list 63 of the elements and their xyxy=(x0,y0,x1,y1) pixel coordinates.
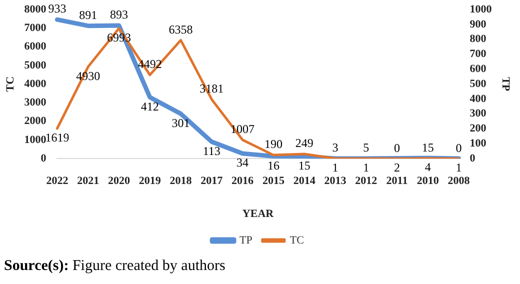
y-tick-label: 5000 xyxy=(24,59,47,72)
y2-tick-label: 600 xyxy=(470,63,487,76)
data-label: 891 xyxy=(79,8,98,22)
data-label: 1 xyxy=(332,160,338,175)
x-tick-label: 2019 xyxy=(138,175,162,188)
x-tick-label: 2016 xyxy=(232,175,254,188)
y-tick-label: 6000 xyxy=(24,40,47,53)
data-label: 15 xyxy=(298,158,310,173)
data-label: 933 xyxy=(48,2,66,16)
x-tick-label: 2013 xyxy=(324,175,347,188)
x-tick-label: 2015 xyxy=(262,175,285,188)
x-tick-label: 2011 xyxy=(386,175,408,188)
x-tick-label: 2010 xyxy=(416,175,440,188)
y-tick-label: 4000 xyxy=(24,78,47,90)
legend-label: TP xyxy=(240,234,252,246)
data-label: 34 xyxy=(236,156,249,170)
x-tick-label: 2022 xyxy=(46,175,69,188)
x-tick-label: 2008 xyxy=(448,175,470,188)
data-label: 6358 xyxy=(168,22,193,36)
y2-tick-label: 100 xyxy=(470,138,487,150)
x-tick-label: 2014 xyxy=(293,175,316,188)
x-tick-label: 2021 xyxy=(77,175,100,188)
y2-tick-label: 0 xyxy=(470,152,476,164)
data-label: 0 xyxy=(456,140,462,155)
y2-tick-label: 800 xyxy=(470,33,487,46)
data-label: 1 xyxy=(456,160,462,175)
legend-label: TC xyxy=(290,234,304,246)
y-tick-label: 0 xyxy=(40,152,47,164)
y-tick-label: 7000 xyxy=(24,22,47,34)
y2-tick-label: 700 xyxy=(470,48,487,60)
data-label: 15 xyxy=(422,140,434,154)
data-label: 3 xyxy=(332,140,338,155)
data-label: 0 xyxy=(394,140,400,155)
y2-tick-label: 900 xyxy=(470,18,487,30)
data-label: 1619 xyxy=(45,130,70,145)
data-label: 893 xyxy=(110,8,128,22)
y-tick-label: 2000 xyxy=(24,115,47,128)
y2-tick-label: 300 xyxy=(470,108,487,120)
data-label: 113 xyxy=(202,144,220,158)
source-note: Source(s): Figure created by authors xyxy=(4,258,226,275)
y2-tick-label: 200 xyxy=(470,122,487,135)
x-axis-title: YEAR xyxy=(242,208,275,220)
y-tick-label: 3000 xyxy=(24,96,47,109)
y-tick-label: 8000 xyxy=(24,3,47,16)
data-label: 4 xyxy=(424,160,431,174)
data-label: 301 xyxy=(172,116,190,130)
y-axis-title: TC xyxy=(4,76,16,92)
data-label: 249 xyxy=(295,136,314,150)
x-tick-label: 2020 xyxy=(108,175,130,188)
y2-tick-label: 500 xyxy=(470,78,487,90)
data-label: 412 xyxy=(140,99,159,114)
y-tick-label: 1000 xyxy=(24,134,47,146)
data-label: 2 xyxy=(394,160,400,174)
x-tick-label: 2017 xyxy=(200,175,224,188)
data-label: 5 xyxy=(363,140,370,155)
y2-tick-label: 400 xyxy=(470,92,487,105)
x-tick-label: 2018 xyxy=(170,175,192,188)
data-label: 16 xyxy=(267,158,280,172)
x-tick-label: 2012 xyxy=(355,175,378,188)
data-label: 190 xyxy=(264,137,282,152)
data-label: 1 xyxy=(363,160,370,175)
y2-tick-label: 1000 xyxy=(470,3,492,16)
y2-axis-title: TP xyxy=(500,77,512,92)
